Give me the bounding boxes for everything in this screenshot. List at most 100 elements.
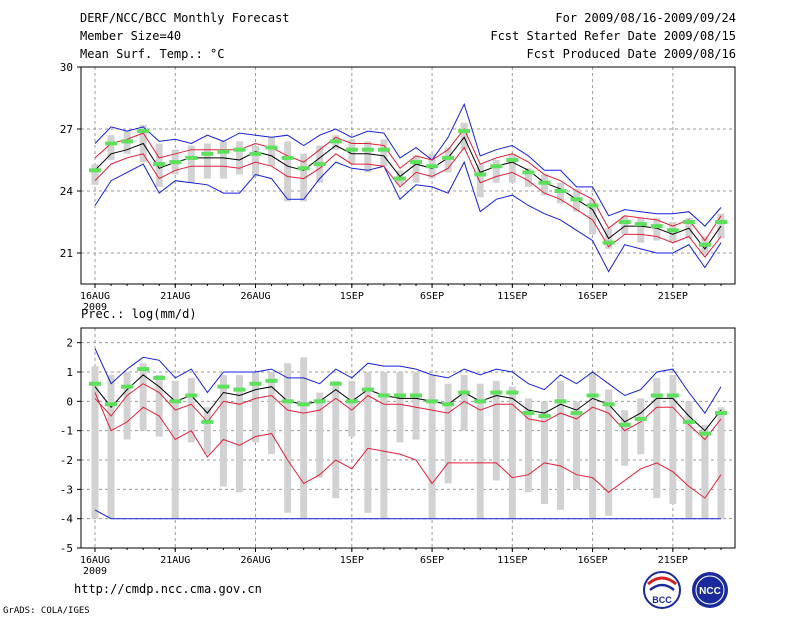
box-bar	[524, 168, 532, 187]
median-marker	[410, 393, 423, 398]
median-marker	[249, 381, 262, 386]
box-bar	[492, 380, 500, 481]
box-bar	[653, 377, 661, 499]
median-marker	[554, 189, 567, 193]
box-bar	[573, 401, 581, 490]
forecast-produced-date: Fcst Produced Date 2009/08/16	[526, 47, 736, 61]
x-year-label: 2009	[83, 302, 107, 313]
x-tick-label: 16AUG	[80, 291, 110, 302]
median-marker	[297, 402, 310, 407]
median-marker	[201, 419, 214, 424]
box-bar	[316, 392, 324, 478]
y-tick-label: 30	[60, 61, 73, 74]
box-bar	[91, 164, 99, 185]
box-bar	[252, 372, 260, 443]
median-marker	[361, 147, 374, 152]
median-marker	[329, 381, 342, 386]
box-bar	[171, 380, 179, 519]
median-marker	[185, 393, 198, 398]
median-marker	[442, 402, 455, 407]
box-bar	[669, 374, 677, 504]
median-marker	[634, 416, 647, 421]
y-tick-label: 1	[66, 366, 73, 379]
median-marker	[698, 242, 711, 247]
y-tick-label: 21	[60, 247, 73, 260]
median-marker	[666, 228, 679, 233]
forecast-start-date: Fcst Started Refer Date 2009/08/15	[490, 29, 736, 43]
median-marker	[201, 151, 214, 156]
box-bar	[524, 398, 532, 493]
box-bar	[685, 401, 693, 519]
median-marker	[554, 399, 567, 404]
median-marker	[634, 222, 647, 227]
chart-title: DERF/NCC/BCC Monthly Forecast	[80, 11, 290, 25]
median-marker	[169, 160, 182, 165]
median-marker	[377, 147, 390, 152]
box-bar	[412, 372, 420, 440]
box-bar	[348, 380, 356, 437]
median-marker	[153, 375, 166, 380]
box-bar	[155, 374, 163, 437]
box-bar	[332, 380, 340, 499]
box-bar	[300, 153, 308, 202]
footer-url[interactable]: http://cmdp.ncc.cma.gov.cn	[74, 582, 262, 596]
median-marker	[313, 162, 326, 167]
median-marker	[137, 367, 150, 372]
y-tick-label: -4	[60, 513, 74, 526]
member-size-label: Member Size=40	[80, 29, 182, 43]
box-bar	[364, 141, 372, 173]
median-marker	[426, 399, 439, 404]
median-marker	[474, 399, 487, 404]
median-marker	[474, 172, 487, 177]
box-bar	[219, 374, 227, 487]
box-bar	[605, 389, 613, 516]
median-marker	[506, 158, 519, 162]
box-bar	[444, 383, 452, 484]
x-tick-label: 21SEP	[658, 291, 688, 302]
box-bar	[701, 424, 709, 519]
median-marker	[297, 166, 310, 171]
bcc-logo-icon: BCC	[643, 571, 681, 609]
series-lower_red-line	[94, 392, 722, 499]
plot-frame	[80, 327, 736, 549]
median-marker	[650, 224, 663, 229]
box-bar	[107, 374, 115, 519]
y-tick-label: 27	[60, 123, 73, 136]
median-marker	[602, 402, 615, 407]
median-marker	[458, 129, 471, 134]
box-bar	[540, 401, 548, 504]
box-bar	[139, 363, 147, 431]
y-tick-label: 2	[66, 337, 73, 350]
y-tick-label: -3	[60, 483, 73, 496]
box-bar	[444, 147, 452, 173]
median-marker	[570, 197, 583, 202]
median-marker	[217, 384, 230, 389]
plot-frame	[80, 66, 736, 285]
x-tick-label: 16SEP	[578, 555, 608, 566]
median-marker	[682, 220, 695, 224]
median-marker	[345, 399, 358, 404]
median-marker	[666, 393, 679, 398]
y-tick-label: -2	[60, 454, 73, 467]
median-marker	[538, 180, 551, 185]
box-bar	[203, 143, 211, 179]
x-tick-label: 21AUG	[160, 555, 190, 566]
median-marker	[265, 378, 278, 383]
box-bar	[187, 377, 195, 443]
median-marker	[393, 176, 406, 181]
x-tick-label: 26AUG	[240, 555, 270, 566]
box-bar	[396, 372, 404, 443]
variable-label: Mean Surf. Temp.: °C	[80, 47, 225, 61]
ncc-logo-text: NCC	[699, 586, 721, 597]
median-marker	[715, 411, 727, 416]
median-marker	[361, 387, 374, 392]
median-marker	[602, 240, 615, 245]
x-tick-label: 16SEP	[578, 291, 608, 302]
series-lower_red-line	[94, 146, 722, 258]
median-marker	[410, 160, 423, 165]
median-marker	[458, 390, 471, 395]
median-marker	[618, 220, 631, 224]
median-marker	[137, 129, 150, 134]
series-lower_blue-line	[94, 160, 722, 273]
